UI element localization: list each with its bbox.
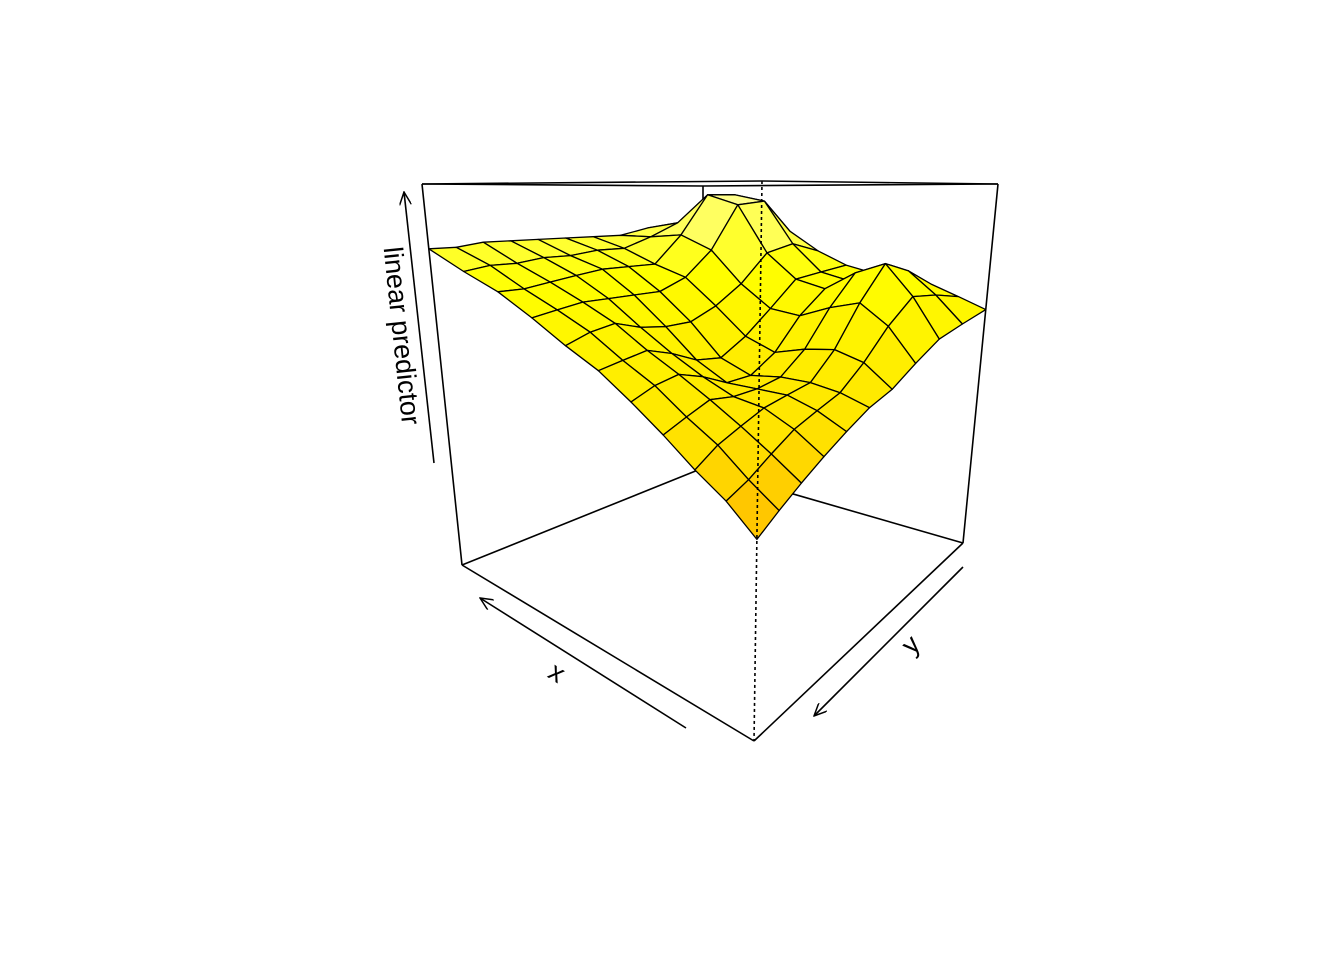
surface (428, 194, 987, 541)
x-axis-label: x (543, 656, 571, 689)
box-edge (421, 183, 463, 566)
z-axis-label: linear predictor (378, 245, 427, 426)
y-axis-label: y (895, 629, 926, 660)
box-edge (461, 564, 755, 742)
box-edge (421, 180, 763, 185)
surface-facet (725, 479, 780, 541)
box-edge (753, 542, 964, 742)
axis-arrow (404, 192, 435, 464)
box-edge (962, 183, 999, 544)
axis-arrow (480, 598, 687, 729)
box-edge (461, 467, 704, 566)
axis-arrow (814, 566, 964, 716)
box-edge (702, 183, 999, 187)
box-edge (761, 180, 999, 185)
